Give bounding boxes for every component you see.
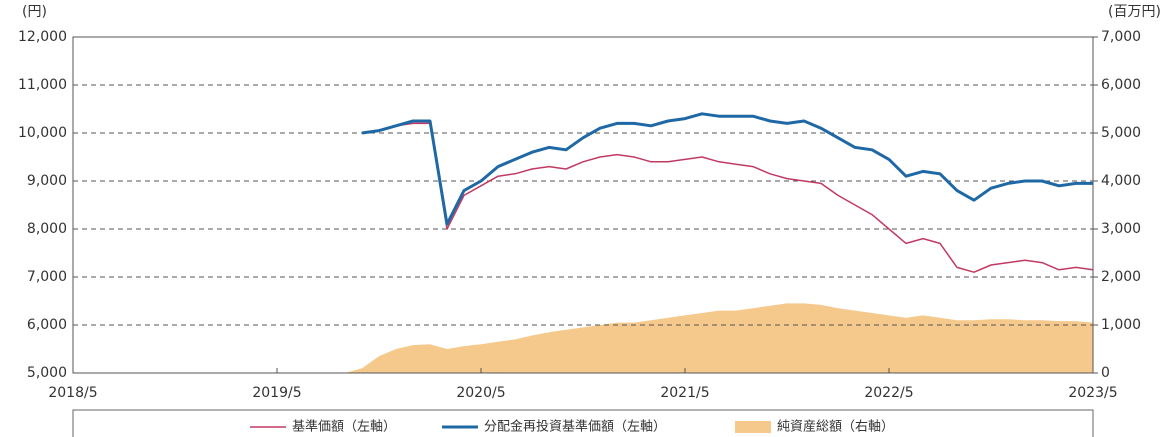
y2-tick-label: 4,000 (1101, 173, 1141, 189)
line (361, 112, 1093, 226)
y-tick-label: 12,000 (18, 29, 67, 45)
y-tick-label: 7,000 (27, 269, 67, 285)
y-tick-label: 11,000 (18, 77, 67, 93)
x-tick-label: 2022/5 (864, 385, 913, 401)
y2-tick-label: 5,000 (1101, 125, 1141, 141)
plot-frame (72, 36, 1094, 374)
y-tick-label: 6,000 (27, 317, 67, 333)
legend-label: 基準価額（左軸） (292, 419, 396, 435)
area (345, 303, 1093, 373)
y2-unit: (百万円) (1108, 4, 1161, 20)
y-tick-label: 9,000 (27, 173, 67, 189)
legend: 純資産総額（右軸） 基準価額（左軸） 分配金再投資基準価額（左軸） (250, 419, 894, 435)
y-unit: (円) (22, 4, 47, 20)
x-tick-label: 2023/5 (1068, 385, 1117, 401)
x-tick-label: 2019/5 (252, 385, 301, 401)
y2-tick-label: 1,000 (1101, 317, 1141, 333)
y2-tick-label: 2,000 (1101, 269, 1141, 285)
y2-tick-label: 6,000 (1101, 77, 1141, 93)
y-tick-label: 5,000 (27, 365, 67, 381)
legend-box (72, 409, 1094, 437)
line (361, 122, 1094, 273)
x-tick-label: 2021/5 (660, 385, 709, 401)
x-tick-label: 2018/5 (48, 385, 97, 401)
legend-swatch (735, 421, 771, 433)
y2-tick-label: 7,000 (1101, 29, 1141, 45)
y2-tick-label: 3,000 (1101, 221, 1141, 237)
legend-label: 分配金再投資基準価額（左軸） (484, 419, 666, 435)
y2-tick-label: 0 (1101, 365, 1110, 381)
y-tick-label: 10,000 (18, 125, 67, 141)
y-tick-label: 8,000 (27, 221, 67, 237)
x-tick-label: 2020/5 (456, 385, 505, 401)
legend-label: 純資産総額（右軸） (777, 419, 894, 435)
